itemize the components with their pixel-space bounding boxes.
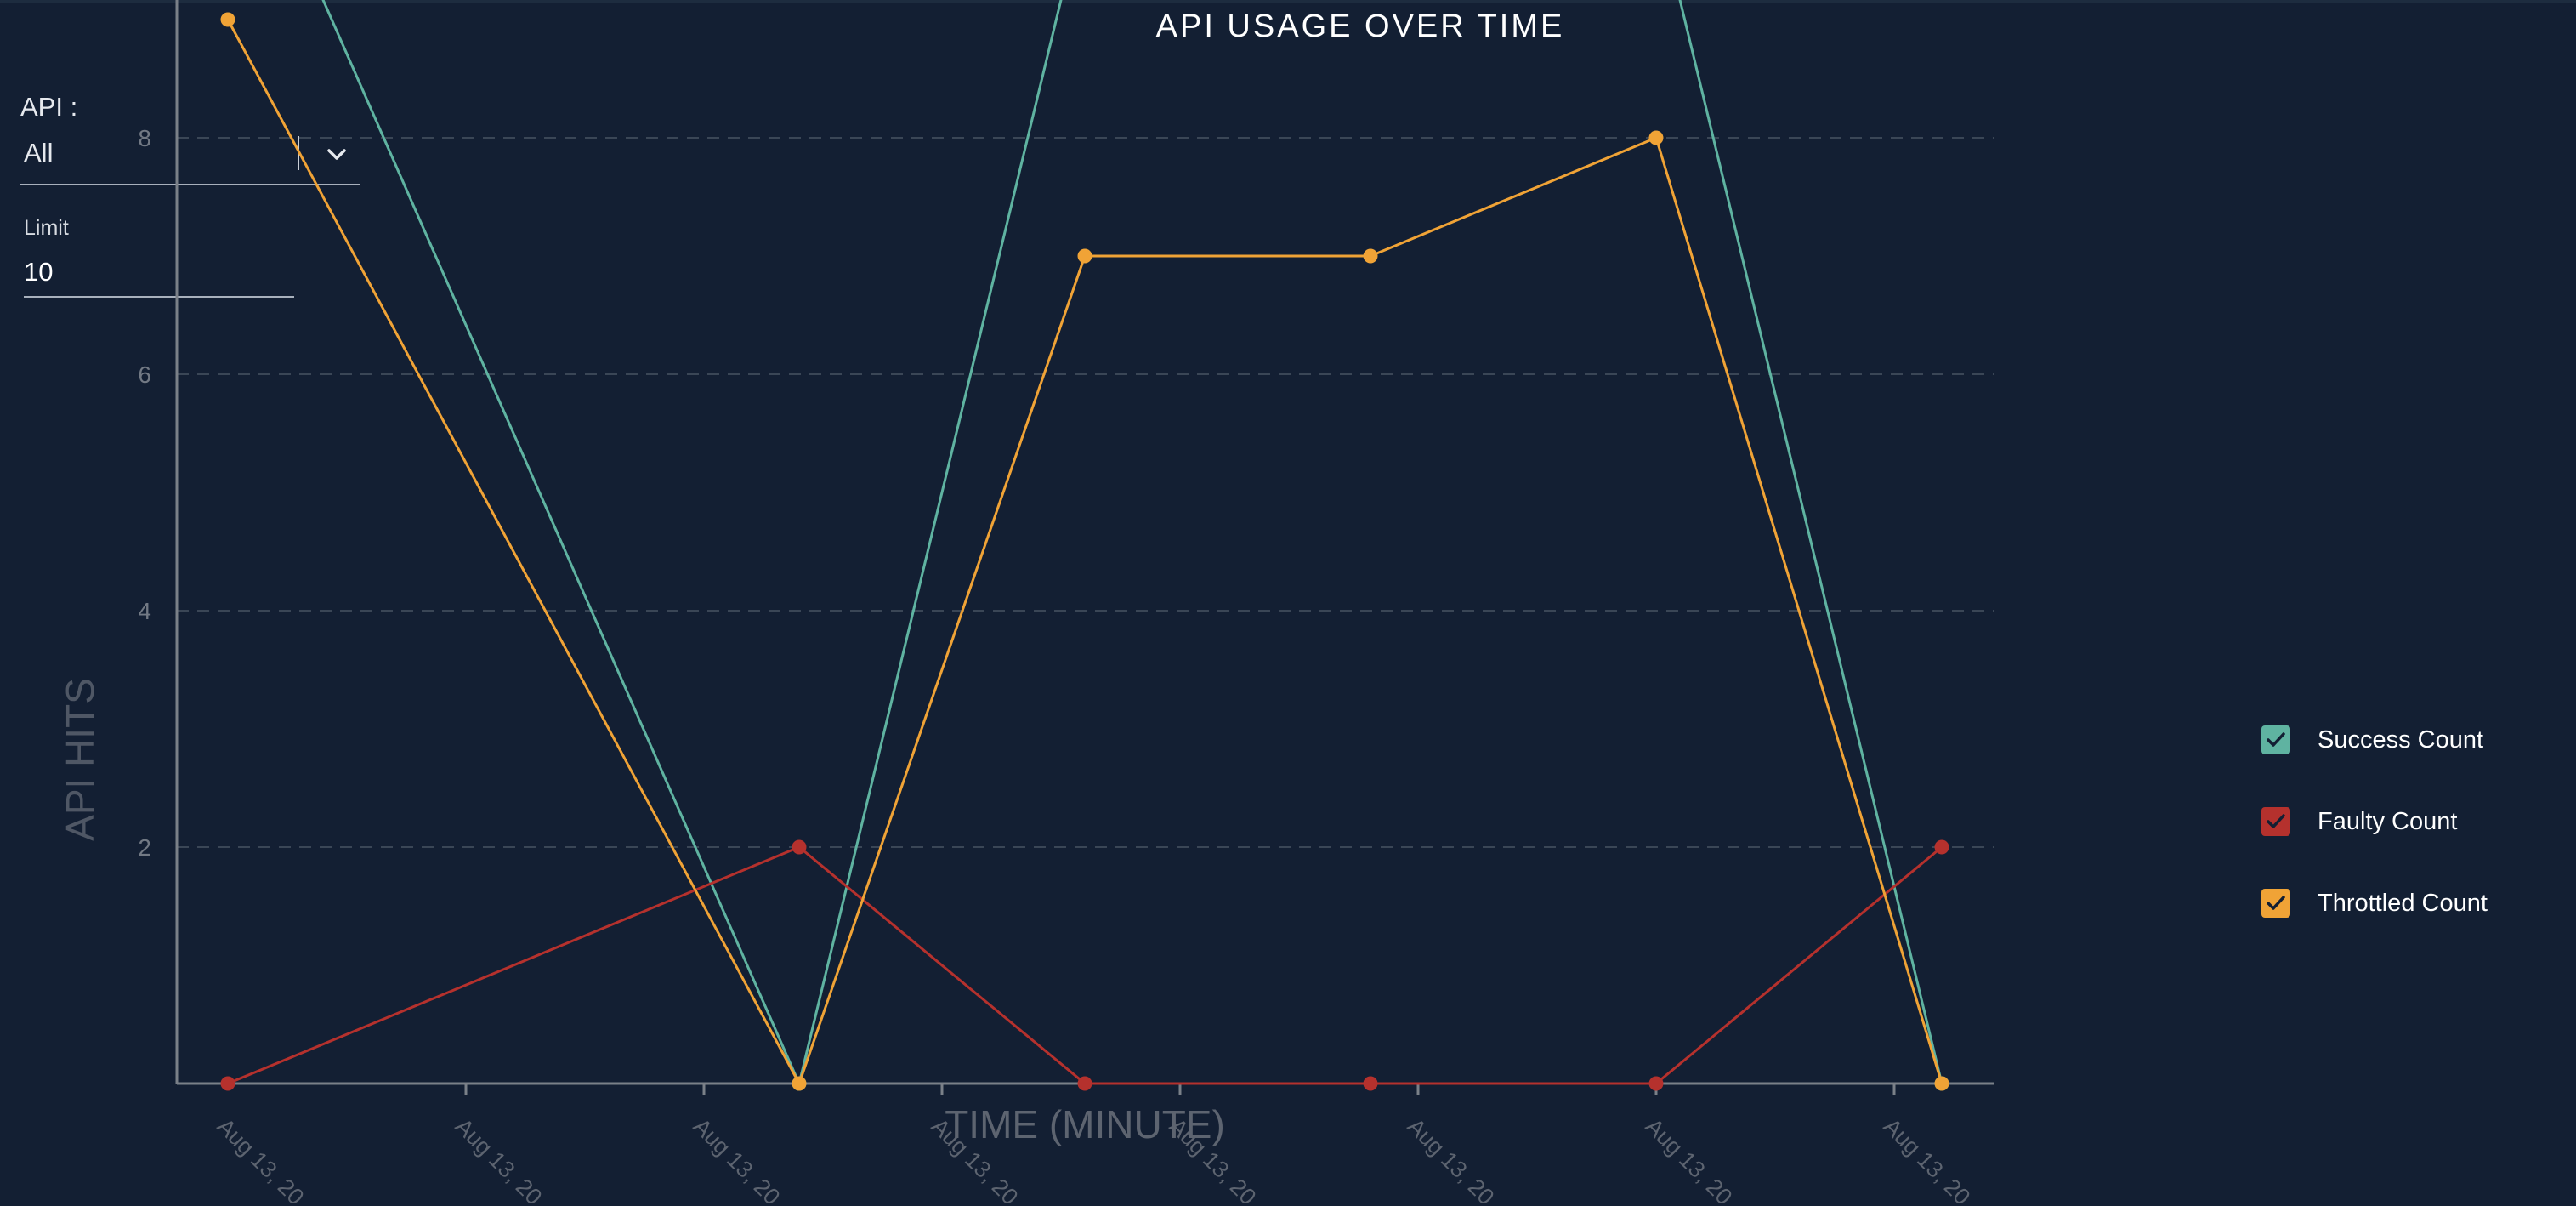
- y-tick-label: 6: [138, 361, 151, 388]
- data-point: [1648, 1076, 1664, 1091]
- data-point: [1363, 248, 1378, 264]
- data-point: [1934, 1076, 1949, 1091]
- check-icon[interactable]: [2261, 725, 2290, 754]
- series-line-success-count: [321, 0, 1943, 1088]
- legend-item-success[interactable]: Success Count: [2260, 723, 2540, 757]
- data-point: [220, 12, 235, 27]
- legend-label: Faulty Count: [2318, 808, 2458, 835]
- data-point: [1077, 1076, 1092, 1091]
- chevron-down-icon[interactable]: [318, 136, 355, 174]
- check-icon[interactable]: [2261, 889, 2290, 918]
- series-line-throttled-count: [226, 19, 1943, 1087]
- y-tick-label: 8: [138, 125, 151, 151]
- legend-label: Success Count: [2318, 726, 2484, 754]
- check-icon[interactable]: [2261, 807, 2290, 836]
- data-point: [1077, 248, 1092, 264]
- series-line-faulty-count: [227, 845, 1943, 1085]
- top-border: [0, 0, 2576, 3]
- y-tick-label: 4: [138, 598, 151, 624]
- data-point: [792, 839, 807, 855]
- api-filter-label: API :: [20, 92, 78, 122]
- x-axis-title: TIME (MINUTE): [945, 1102, 1225, 1146]
- x-tick-label: Aug 13, 20: [451, 1113, 548, 1206]
- legend-item-faulty[interactable]: Faulty Count: [2260, 805, 2540, 839]
- legend-label: Throttled Count: [2318, 890, 2488, 917]
- y-axis-title: API HITS: [58, 678, 102, 841]
- y-tick-label: 2: [138, 834, 151, 861]
- data-point: [1363, 1076, 1378, 1091]
- api-select-value: All: [24, 138, 54, 168]
- x-tick-label: Aug 13, 20: [1641, 1113, 1738, 1206]
- data-point: [792, 1076, 807, 1091]
- x-tick-label: Aug 13, 20: [1879, 1113, 1976, 1206]
- page-title: API USAGE OVER TIME: [1155, 9, 1565, 44]
- data-point: [1934, 839, 1949, 855]
- x-tick-label: Aug 13, 20: [1403, 1113, 1500, 1206]
- legend-item-throttled[interactable]: Throttled Count: [2260, 886, 2540, 920]
- limit-label: Limit: [24, 216, 69, 240]
- data-point: [220, 1076, 235, 1091]
- x-tick-label: Aug 13, 20: [689, 1113, 786, 1206]
- data-point: [1648, 130, 1664, 145]
- x-tick-label: Aug 13, 20: [213, 1113, 309, 1206]
- limit-input[interactable]: [24, 248, 294, 298]
